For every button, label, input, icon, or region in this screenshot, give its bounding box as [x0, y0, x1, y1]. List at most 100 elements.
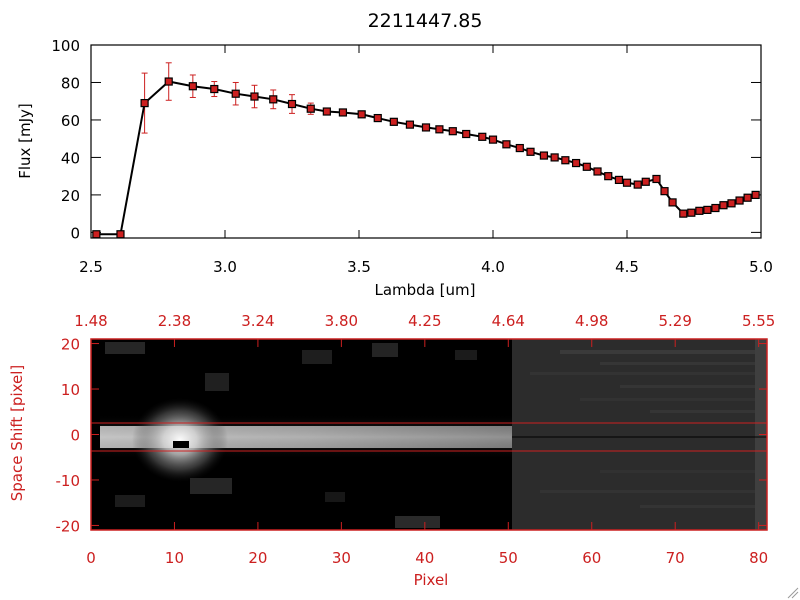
data-point — [373, 113, 382, 123]
data-point — [269, 95, 278, 104]
data-point — [743, 193, 752, 202]
data-point — [116, 230, 125, 239]
image-x-tick-label: 20 — [248, 549, 267, 567]
spectrum-x-tick-label: 3.0 — [213, 258, 237, 276]
image-top-tick-label: 2.38 — [158, 312, 191, 330]
spectrum-plot-frame — [90, 44, 762, 239]
spectrum-x-tick-label: 4.0 — [481, 258, 505, 276]
data-point — [660, 187, 669, 196]
data-point — [287, 99, 297, 109]
data-point — [695, 206, 704, 215]
image-x-tick-label: 80 — [749, 549, 768, 567]
image-noise-blobs — [105, 342, 477, 528]
image-x-ticks: 0 10 20 30 40 50 60 70 80 — [86, 339, 768, 567]
data-point — [92, 230, 101, 239]
data-point — [751, 190, 760, 200]
data-point — [687, 208, 696, 217]
data-point — [405, 120, 415, 129]
image-x-tick-label: 0 — [86, 549, 96, 567]
image-y-axis-label: Space Shift [pixel] — [8, 365, 26, 502]
data-point — [357, 110, 366, 119]
image-x-tick-label: 60 — [582, 549, 601, 567]
image-top-tick-label: 3.80 — [325, 312, 358, 330]
data-point — [164, 77, 173, 86]
data-point — [604, 172, 613, 181]
resize-grip-icon[interactable] — [787, 587, 799, 599]
data-point — [210, 84, 219, 94]
spectrum-x-tick-label: 4.5 — [615, 258, 639, 276]
image-x-tick-label: 70 — [666, 549, 685, 567]
data-point — [389, 117, 398, 126]
spectrum-x-tick-label: 3.5 — [347, 258, 371, 276]
spectrum-x-tick-label: 5.0 — [749, 258, 773, 276]
data-point — [711, 203, 720, 213]
spectrum-y-tick-label: 0 — [70, 224, 80, 242]
image-top-tick-label: 4.64 — [492, 312, 525, 330]
image-top-tick-label: 4.98 — [575, 312, 608, 330]
chart-title: 2211447.85 — [368, 10, 483, 32]
image-top-tick-label: 4.25 — [408, 312, 441, 330]
data-point — [462, 129, 471, 139]
data-point — [502, 140, 511, 149]
data-point — [703, 205, 712, 214]
data-point — [306, 104, 315, 113]
spectrum-y-tick-label: 40 — [61, 149, 80, 167]
data-point — [622, 178, 632, 187]
data-point — [421, 123, 431, 132]
image-y-ticks: -20 -10 0 10 20 — [56, 336, 767, 535]
spectral-image-chart: 0 10 20 30 40 50 60 70 80 -20 -10 0 10 20 1.48 2.38 3.… — [8, 312, 775, 589]
data-point — [539, 151, 549, 160]
spectrum-y-ticks: 0 20 40 60 80 100 — [51, 37, 761, 242]
data-point — [338, 108, 348, 117]
spectrum-x-axis-label: Lambda [um] — [375, 281, 476, 299]
data-point — [582, 162, 591, 171]
spectrum-y-axis-label: Flux [mJy] — [16, 103, 34, 179]
data-point — [250, 92, 259, 101]
data-point — [322, 107, 331, 116]
image-top-tick-label: 5.55 — [742, 312, 775, 330]
data-point — [614, 175, 624, 185]
image-x-tick-label: 50 — [499, 549, 518, 567]
spectrum-x-ticks: 2.5 3.0 3.5 4.0 4.5 5.0 — [79, 45, 773, 276]
data-point — [140, 98, 149, 108]
spectrum-chart: 2211447.85 2.5 3.0 3.5 4.0 4.5 5.0 0 20 40 60 80 1… — [16, 10, 773, 299]
spectrum-y-tick-label: 60 — [61, 112, 80, 130]
data-point — [435, 125, 444, 134]
image-y-tick-label: -20 — [56, 517, 81, 535]
data-point — [735, 196, 744, 205]
image-background-right — [512, 339, 767, 530]
image-top-wavelength-ticks: 1.48 2.38 3.24 3.80 4.25 4.64 4.98 5.29 5.55 — [74, 312, 775, 330]
image-top-tick-label: 3.24 — [241, 312, 274, 330]
data-point — [641, 177, 650, 186]
image-top-tick-label: 5.29 — [658, 312, 691, 330]
image-x-tick-label: 40 — [415, 549, 434, 567]
data-point — [727, 199, 736, 208]
spectrum-line — [96, 80, 756, 236]
image-x-tick-label: 30 — [332, 549, 351, 567]
data-point — [488, 135, 498, 144]
image-y-tick-label: -10 — [56, 472, 81, 490]
spectrum-y-tick-label: 20 — [61, 187, 80, 205]
data-point — [550, 153, 559, 162]
image-top-tick-label: 1.48 — [74, 312, 107, 330]
data-point — [448, 127, 457, 136]
peak-pixel-marker — [173, 441, 189, 448]
data-point — [231, 89, 240, 98]
spectral-image — [91, 339, 767, 530]
image-y-tick-label: 0 — [70, 427, 80, 445]
data-point — [188, 82, 197, 91]
spectrum-markers — [92, 77, 760, 239]
spectrum-y-tick-label: 100 — [51, 37, 80, 55]
data-point — [633, 180, 642, 189]
data-point — [679, 209, 688, 218]
data-point — [719, 201, 728, 210]
trace-peak-glow — [132, 398, 228, 482]
data-point — [593, 167, 602, 176]
data-point — [652, 174, 661, 184]
data-point — [478, 132, 487, 141]
image-y-tick-label: 10 — [61, 381, 80, 399]
image-x-axis-label: Pixel — [414, 571, 449, 589]
data-point — [561, 156, 570, 165]
data-point — [668, 198, 677, 207]
